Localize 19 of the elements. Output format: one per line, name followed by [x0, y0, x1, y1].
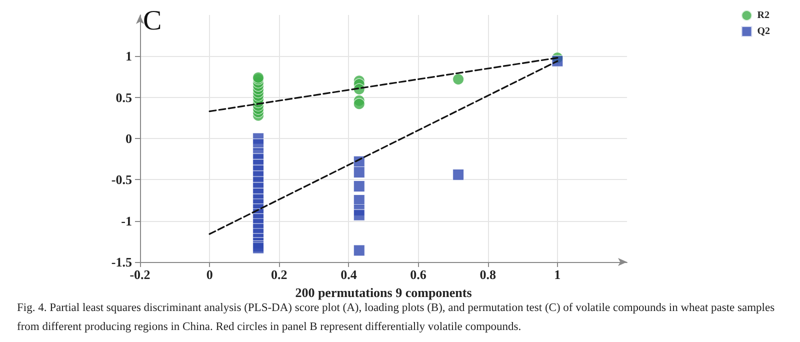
y-tick-label: -1 [121, 213, 132, 228]
legend-label: R2 [757, 10, 770, 21]
x-tick-label: -0.2 [130, 267, 150, 282]
y-tick-label: 0 [126, 131, 132, 146]
x-tick-label: 0.4 [340, 267, 358, 282]
legend-label: Q2 [757, 26, 770, 37]
x-tick-label: 0.8 [480, 267, 496, 282]
y-tick-label: 1 [126, 48, 132, 64]
text: from different producing regions in China. Red circles in panel B represent differentially volatile compounds. [17, 321, 522, 333]
x-tick-label: 0 [206, 267, 213, 282]
x-axis-title: 200 permutations 9 components [295, 284, 472, 300]
x-tick-label: 1 [554, 267, 561, 282]
caption: Fig. 4. Partial least squares discriminant analysis (PLS-DA) score plot (A), loading plots (B), and permutation test (C) of volatile compounds in wheat paste samples [17, 302, 776, 314]
x-tick-label: 0.2 [271, 267, 288, 282]
x-tick-label: 0.6 [410, 267, 427, 282]
chart-title: C [143, 6, 162, 36]
y-tick-label: 0.5 [116, 90, 132, 105]
y-tick-label: -0.5 [111, 172, 132, 188]
y-tick-label: -1.5 [111, 254, 132, 270]
